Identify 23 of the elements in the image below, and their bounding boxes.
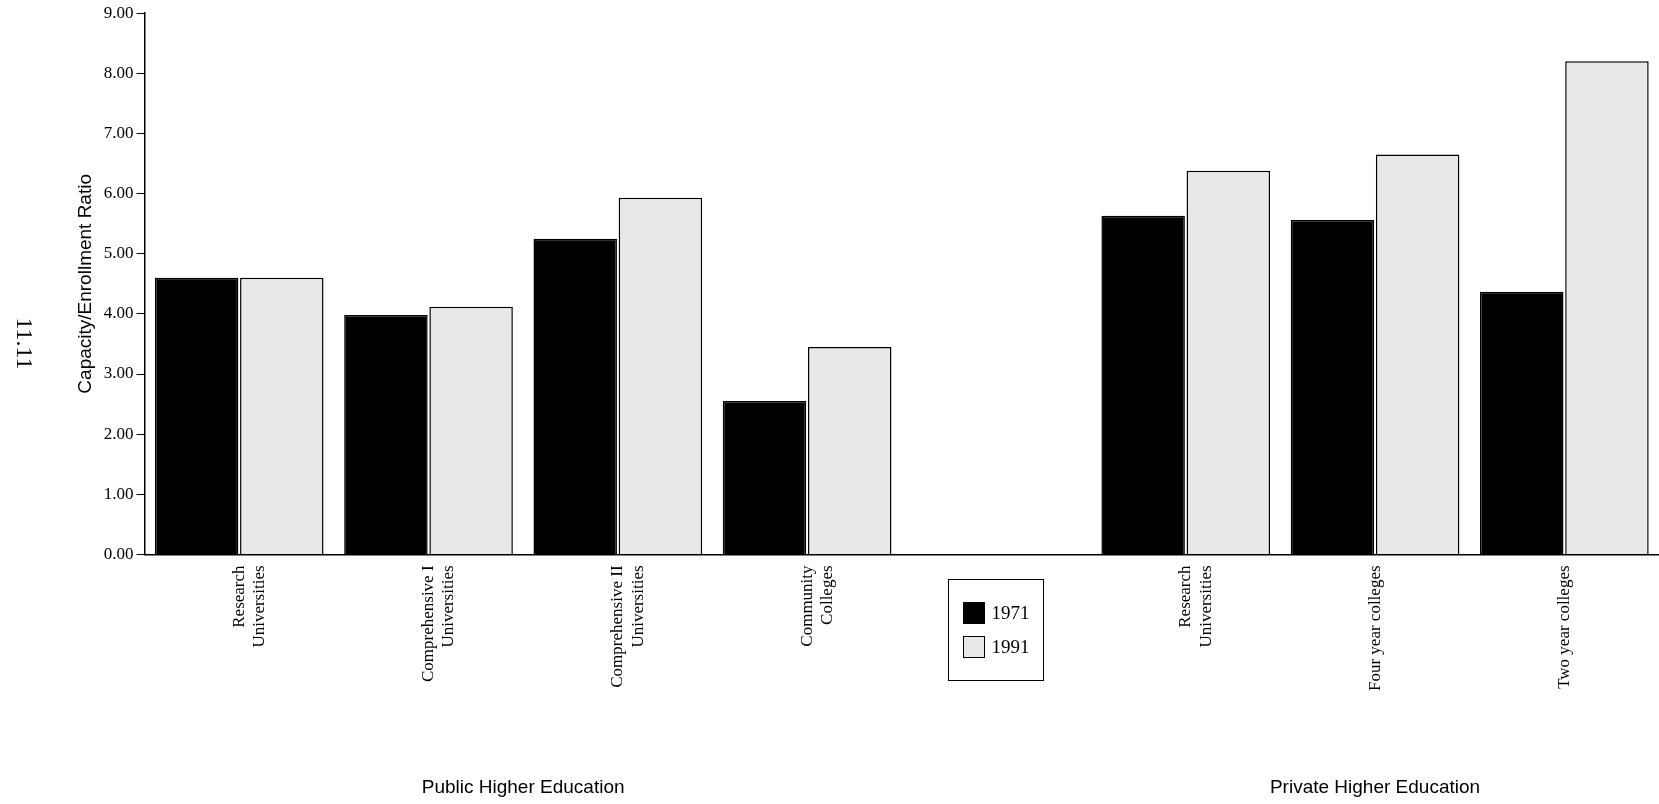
y-tick-label: 2.00 [103,423,134,443]
y-tick-label: 7.00 [103,122,134,142]
y-tick-label: 4.00 [103,303,134,323]
y-tick-label: 0.00 [103,543,134,563]
x-tick-label: Research Universities [1175,564,1215,648]
x-tick-label: Research Universities [228,564,269,648]
text: 11.11 [10,317,38,370]
y-tick-label: 8.00 [103,62,134,82]
legend-label: 1991 [991,636,1030,659]
text: Public Higher Education [421,776,625,798]
y-tick-label: 1.00 [103,483,134,503]
text: Private Higher Education [1269,776,1481,798]
y-tick-label: 9.00 [103,2,134,22]
x-tick-label: Comprehensive II Universities [607,565,647,688]
y-axis-title: Capacity/Enrollment Ratio [73,173,95,394]
x-tick-label: Comprehensive I Universities [417,565,458,683]
y-tick-label: 3.00 [103,363,134,383]
y-tick-label: 5.00 [103,243,134,263]
x-tick-label: Four year colleges [1364,565,1384,692]
x-tick-label: Community Colleges [796,564,836,647]
y-tick-label: 6.00 [103,183,134,203]
legend-label: 1971 [991,602,1030,625]
x-tick-label: Two year colleges [1553,565,1573,689]
